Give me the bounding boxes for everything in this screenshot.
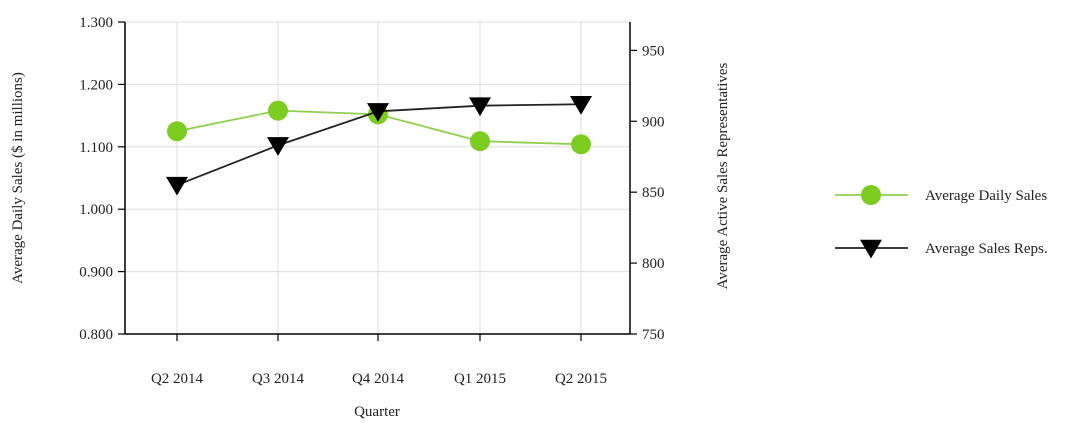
right-tick-label: 800	[642, 256, 665, 272]
x-axis-label: Quarter	[354, 404, 400, 420]
legend-item: Average Daily Sales	[835, 185, 1047, 205]
data-point-triangle	[469, 97, 491, 117]
data-point-circle	[470, 131, 490, 152]
left-tick-label: 0.800	[79, 327, 113, 343]
y-axis-right-label: Average Active Sales Representatives	[715, 62, 731, 289]
right-tick-label: 850	[642, 185, 665, 201]
legend-marker-circle	[861, 185, 881, 205]
left-tick-label: 0.900	[79, 265, 113, 281]
x-axis-ticks: Q2 2014 Q3 2014 Q4 2014 Q1 2015 Q2 2015	[151, 334, 607, 387]
data-point-circle	[571, 134, 591, 155]
right-axis-ticks: 750 800 850 900 950	[630, 43, 665, 343]
data-point-triangle	[267, 137, 289, 156]
left-axis-ticks: 0.800 0.900 1.000 1.100 1.200 1.300	[79, 15, 125, 343]
legend-item: Average Sales Reps.	[835, 239, 1048, 259]
x-tick-label: Q2 2015	[555, 371, 607, 387]
data-point-circle	[268, 100, 288, 121]
right-tick-label: 950	[642, 43, 665, 59]
data-point-circle	[167, 121, 187, 142]
legend-marker-triangle	[860, 239, 882, 259]
data-point-triangle	[166, 176, 188, 196]
x-tick-label: Q3 2014	[252, 371, 305, 387]
y-axis-left-label: Average Daily Sales ($ in millions)	[10, 72, 26, 284]
left-tick-label: 1.000	[79, 202, 113, 218]
legend-label: Average Daily Sales	[925, 188, 1047, 204]
left-tick-label: 1.300	[79, 15, 113, 31]
gridlines	[125, 21, 630, 334]
right-tick-label: 750	[642, 327, 665, 343]
legend-label: Average Sales Reps.	[925, 241, 1048, 257]
right-tick-label: 900	[642, 114, 665, 130]
data-point-triangle	[570, 96, 592, 115]
x-tick-label: Q2 2014	[151, 371, 204, 387]
left-tick-label: 1.100	[79, 140, 113, 156]
data-point-triangle	[367, 103, 389, 122]
left-tick-label: 1.200	[79, 77, 113, 93]
series-layer	[166, 96, 592, 196]
x-tick-label: Q1 2015	[454, 371, 506, 387]
legend: Average Daily Sales Average Sales Reps.	[835, 185, 1048, 259]
x-tick-label: Q4 2014	[352, 371, 405, 387]
